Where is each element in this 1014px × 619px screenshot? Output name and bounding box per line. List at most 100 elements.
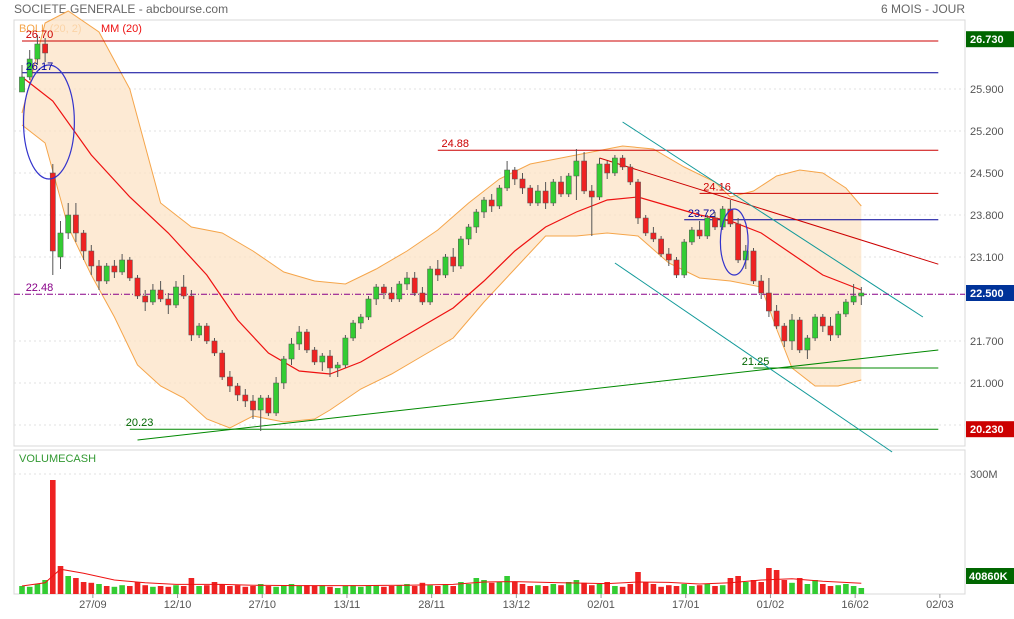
candle-body [796, 319, 803, 351]
volume-bar [596, 584, 603, 594]
volume-bar [196, 586, 202, 594]
legend-moving-average: MM (20) [101, 23, 142, 35]
volume-bar [311, 586, 318, 594]
candle-body [227, 376, 233, 387]
volume-bar [635, 572, 641, 594]
candle-body [535, 190, 541, 204]
volume-bar [458, 582, 464, 594]
price-tick-label: 25.200 [970, 126, 1004, 138]
candle-body [304, 331, 310, 351]
candle-body [80, 232, 87, 252]
volume-bar [150, 586, 156, 594]
volume-average-line [21, 568, 862, 587]
volume-bar [681, 584, 687, 594]
candle-body [789, 319, 795, 342]
volume-bar [334, 588, 341, 594]
volume-bar [789, 582, 795, 594]
bollinger-lower-line [21, 124, 862, 429]
volume-bar [604, 582, 610, 594]
volume-bar [234, 585, 241, 594]
price-tick-label: 23.100 [970, 252, 1004, 264]
volume-bar [435, 586, 441, 594]
candle-body [704, 217, 711, 237]
volume-bar [812, 580, 818, 594]
price-tag-box [966, 421, 1014, 438]
candle-body [350, 322, 356, 339]
candle-body [211, 340, 218, 354]
volume-bar [211, 582, 218, 594]
volume-bar [65, 576, 71, 594]
volume-bar [419, 582, 426, 594]
volume-bar [666, 585, 672, 594]
level-label: 23.72 [688, 208, 716, 220]
volume-bar [342, 586, 349, 594]
candle-body [365, 298, 372, 318]
trend_down-line [599, 157, 939, 265]
candle-body [635, 181, 641, 219]
x-tick-label: 16/02 [841, 599, 869, 611]
candle-body [180, 286, 187, 297]
x-tick-label: 01/02 [757, 599, 785, 611]
candle-body [126, 259, 133, 279]
candle-body [473, 211, 480, 228]
volume-bar [180, 586, 187, 594]
volume-bar [488, 582, 495, 594]
volume-bar [627, 584, 634, 594]
volume-bar [404, 584, 410, 594]
volume-bar [696, 585, 703, 594]
volume-bar [80, 582, 87, 594]
candle-body [257, 397, 264, 411]
candle-body [627, 166, 634, 183]
price-tick-label: 23.800 [970, 210, 1004, 222]
candle-body [465, 226, 472, 240]
volume-bar [127, 586, 133, 594]
level-label: 24.88 [442, 138, 470, 150]
candle-body [427, 268, 433, 303]
candle-body [542, 190, 549, 204]
channel-line [622, 121, 924, 318]
candle-body [134, 277, 141, 297]
volume-bar [34, 584, 41, 594]
volume-bar [19, 586, 25, 594]
volume-bar [781, 580, 788, 594]
volume-bar [766, 568, 772, 594]
candle-body [203, 325, 210, 342]
candle-body [157, 289, 164, 300]
candle-body [250, 400, 256, 411]
candle-body [19, 76, 25, 93]
candle-body [619, 157, 626, 168]
volume-bar [365, 586, 372, 594]
candle-body [142, 295, 149, 303]
highlight-ellipse [719, 208, 749, 276]
volume-bar [758, 582, 764, 594]
volume-bar [173, 585, 179, 594]
candle-body [496, 187, 503, 207]
price-tick-label: 25.900 [970, 84, 1004, 96]
volume-bar [204, 585, 210, 594]
candle-body [34, 43, 41, 60]
candle-body [858, 292, 865, 297]
level-label: 22.48 [26, 282, 54, 294]
volume-panel-title: VOLUMECASH [19, 453, 96, 465]
volume-bar [188, 578, 195, 594]
volume-bar [281, 585, 287, 594]
volume-bar [743, 582, 749, 594]
candle-body [504, 169, 510, 189]
volume-bar [42, 580, 48, 594]
volume-bar [157, 586, 164, 594]
volume-bar [350, 585, 356, 594]
chart-title: SOCIETE GENERALE - abcbourse.com [14, 2, 228, 16]
volume-tick-label: 300M [970, 469, 998, 481]
candle-body [766, 292, 772, 312]
level-label: 26.17 [26, 61, 54, 73]
volume-bar [327, 586, 333, 594]
candle-body [565, 175, 572, 195]
level-label: 21.25 [742, 356, 770, 368]
chart-period: 6 MOIS - JOUR [881, 2, 965, 16]
bollinger-band-fill [22, 11, 862, 428]
candle-body [373, 286, 380, 300]
level-label: 20.23 [126, 417, 154, 429]
volume-bar [612, 586, 618, 594]
candle-body [57, 232, 64, 258]
